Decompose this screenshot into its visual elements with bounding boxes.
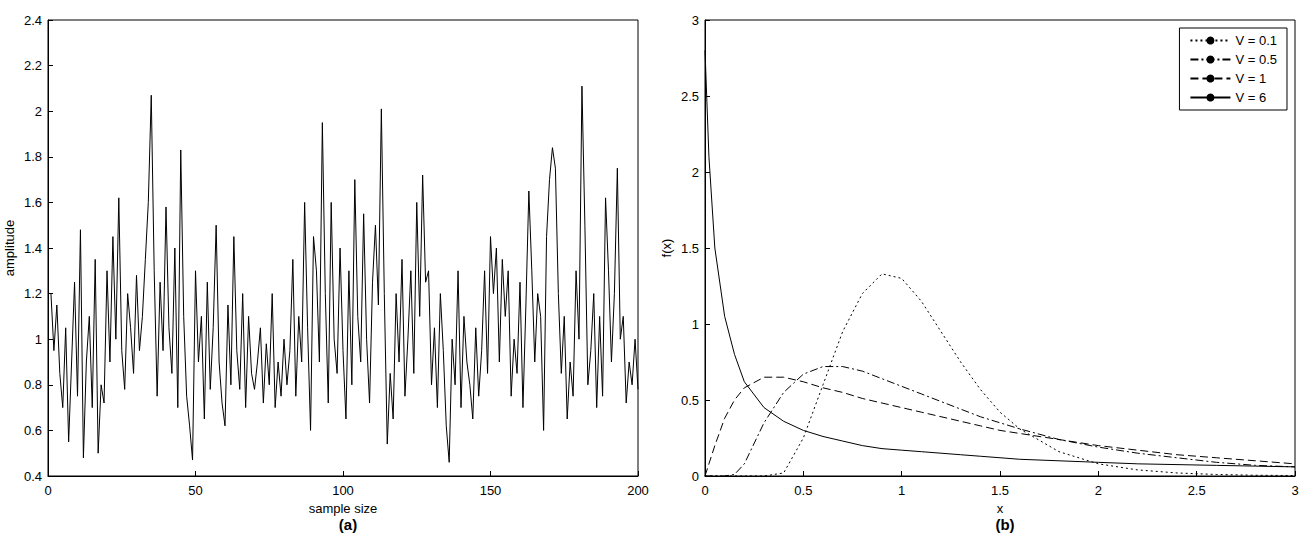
svg-text:1.4: 1.4 bbox=[24, 241, 42, 256]
svg-text:2: 2 bbox=[1095, 483, 1102, 498]
svg-text:100: 100 bbox=[332, 483, 354, 498]
svg-text:0: 0 bbox=[692, 469, 699, 484]
svg-text:0: 0 bbox=[701, 483, 708, 498]
svg-text:1.5: 1.5 bbox=[681, 241, 699, 256]
svg-text:2: 2 bbox=[35, 104, 42, 119]
svg-text:1.5: 1.5 bbox=[991, 483, 1009, 498]
svg-text:1: 1 bbox=[692, 317, 699, 332]
svg-text:sample size: sample size bbox=[309, 501, 378, 516]
svg-text:2: 2 bbox=[692, 165, 699, 180]
svg-text:(a): (a) bbox=[339, 516, 357, 533]
svg-text:200: 200 bbox=[627, 483, 649, 498]
svg-text:3: 3 bbox=[1291, 483, 1298, 498]
svg-text:(b): (b) bbox=[995, 516, 1014, 533]
svg-text:150: 150 bbox=[480, 483, 502, 498]
svg-text:50: 50 bbox=[188, 483, 202, 498]
svg-text:0: 0 bbox=[44, 483, 51, 498]
svg-text:0.6: 0.6 bbox=[24, 423, 42, 438]
svg-text:0.8: 0.8 bbox=[24, 377, 42, 392]
svg-text:V = 0.5: V = 0.5 bbox=[1235, 52, 1277, 67]
svg-text:0.4: 0.4 bbox=[24, 469, 42, 484]
svg-text:V = 1: V = 1 bbox=[1235, 71, 1266, 86]
svg-text:f(x): f(x) bbox=[659, 239, 674, 258]
svg-text:0.5: 0.5 bbox=[681, 393, 699, 408]
svg-text:2.5: 2.5 bbox=[681, 89, 699, 104]
svg-text:3: 3 bbox=[692, 13, 699, 28]
svg-text:1.8: 1.8 bbox=[24, 149, 42, 164]
svg-text:2.2: 2.2 bbox=[24, 58, 42, 73]
svg-text:amplitude: amplitude bbox=[2, 220, 17, 276]
svg-text:x: x bbox=[997, 501, 1004, 516]
svg-text:1.6: 1.6 bbox=[24, 195, 42, 210]
svg-text:0.5: 0.5 bbox=[794, 483, 812, 498]
svg-text:2.4: 2.4 bbox=[24, 13, 42, 28]
svg-text:V = 0.1: V = 0.1 bbox=[1235, 33, 1277, 48]
svg-text:2.5: 2.5 bbox=[1188, 483, 1206, 498]
svg-text:V = 6: V = 6 bbox=[1235, 90, 1266, 105]
svg-text:1: 1 bbox=[898, 483, 905, 498]
svg-text:1: 1 bbox=[35, 332, 42, 347]
svg-text:1.2: 1.2 bbox=[24, 286, 42, 301]
